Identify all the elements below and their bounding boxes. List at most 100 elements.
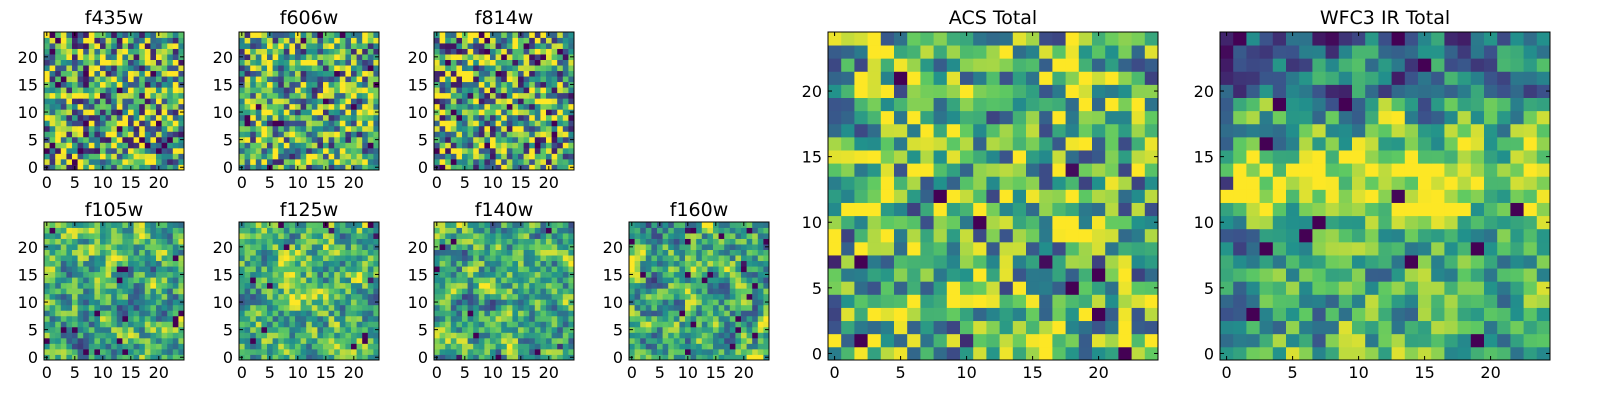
heatmap-cell — [356, 109, 363, 116]
heatmap-cell — [506, 37, 513, 44]
heatmap-cell — [529, 87, 536, 94]
heatmap-cell — [261, 164, 268, 171]
heatmap-cell — [718, 244, 725, 250]
heatmap-cell — [701, 260, 708, 267]
heatmap-cell — [668, 337, 675, 344]
heatmap-cell — [323, 293, 329, 300]
heatmap-cell — [534, 238, 541, 245]
heatmap-cell — [701, 244, 708, 250]
heatmap-cell — [334, 153, 341, 160]
heatmap-cell — [668, 282, 675, 289]
heatmap-cell — [657, 238, 663, 245]
heatmap-cell — [668, 233, 675, 239]
y-tick-label: 5 — [418, 131, 428, 150]
heatmap-cell — [49, 249, 56, 256]
heatmap-cell — [546, 114, 552, 121]
heatmap-cell — [295, 103, 301, 110]
heatmap-cell — [679, 249, 686, 256]
heatmap-cell — [77, 98, 84, 105]
heatmap-cell — [111, 354, 118, 361]
heatmap-cell — [854, 163, 868, 177]
heatmap-cell — [651, 343, 658, 350]
heatmap-cell — [546, 348, 552, 355]
heatmap-cell — [894, 202, 908, 217]
x-tick-label: 20 — [149, 173, 169, 192]
heatmap-cell — [741, 233, 747, 239]
heatmap-cell — [339, 343, 346, 350]
heatmap-cell — [261, 255, 268, 262]
heatmap-cell — [317, 326, 324, 333]
heatmap-cell — [685, 304, 691, 311]
heatmap-cell — [77, 288, 84, 295]
heatmap-cell — [339, 92, 346, 99]
heatmap-cell — [450, 326, 457, 333]
heatmap-cell — [1078, 346, 1093, 361]
heatmap-cell — [557, 70, 564, 77]
heatmap-cell — [111, 81, 118, 88]
heatmap-cell — [339, 260, 346, 267]
heatmap-cell — [518, 81, 524, 88]
heatmap-cell — [122, 158, 129, 165]
heatmap-cell — [128, 260, 134, 267]
heatmap-cell — [506, 92, 513, 99]
heatmap-cell — [278, 343, 285, 350]
heatmap-cell — [529, 54, 536, 60]
heatmap-cell — [973, 333, 987, 348]
heatmap-cell — [713, 244, 719, 250]
heatmap-cell — [701, 326, 708, 333]
heatmap-cell — [267, 43, 273, 49]
heatmap-cell — [986, 333, 1000, 348]
heatmap-cell — [289, 81, 296, 88]
heatmap-cell — [356, 70, 363, 77]
heatmap-cell — [462, 103, 468, 110]
heatmap-cell — [841, 307, 855, 322]
heatmap-cell — [100, 59, 106, 66]
heatmap-cell — [506, 271, 513, 278]
heatmap-cell — [100, 348, 106, 355]
heatmap-cell — [339, 136, 346, 143]
heatmap-cell — [568, 321, 575, 328]
heatmap-cell — [920, 176, 934, 190]
heatmap-cell — [60, 103, 67, 110]
heatmap-cell — [44, 288, 50, 295]
heatmap-cell — [473, 147, 480, 154]
heatmap-cell — [334, 125, 341, 132]
heatmap-cell — [339, 299, 346, 306]
heatmap-cell — [77, 125, 84, 132]
heatmap-cell — [562, 332, 569, 339]
heatmap-cell — [139, 98, 146, 105]
heatmap-cell — [278, 142, 285, 149]
heatmap-cell — [920, 255, 934, 269]
heatmap-cell — [88, 310, 95, 317]
heatmap-cell — [713, 233, 719, 239]
heatmap-cell — [334, 48, 341, 55]
heatmap-cell — [640, 233, 647, 239]
heatmap-cell — [178, 315, 185, 322]
heatmap-cell — [83, 238, 90, 245]
heatmap-cell — [250, 125, 257, 132]
heatmap-cell — [116, 227, 123, 234]
heatmap-cell — [462, 87, 468, 94]
heatmap-cell — [161, 354, 168, 361]
heatmap-cell — [172, 249, 179, 256]
heatmap-cell — [880, 163, 895, 177]
heatmap-cell — [880, 176, 895, 190]
heatmap-cell — [445, 315, 452, 322]
heatmap-cell — [295, 37, 301, 44]
heatmap-cell — [495, 131, 502, 138]
heatmap-cell — [244, 271, 251, 278]
heatmap-cell — [473, 249, 480, 256]
heatmap-cell — [518, 255, 524, 262]
heatmap-cell — [317, 109, 324, 116]
heatmap-cell — [244, 260, 251, 267]
heatmap-cell — [501, 98, 508, 105]
heatmap-cell — [351, 249, 357, 256]
heatmap-cell — [501, 76, 508, 83]
heatmap-cell — [450, 293, 457, 300]
heatmap-cell — [345, 164, 352, 171]
heatmap-cell — [133, 54, 140, 60]
heatmap-cell — [172, 271, 179, 278]
heatmap-cell — [311, 282, 318, 289]
heatmap-cell — [144, 244, 151, 250]
